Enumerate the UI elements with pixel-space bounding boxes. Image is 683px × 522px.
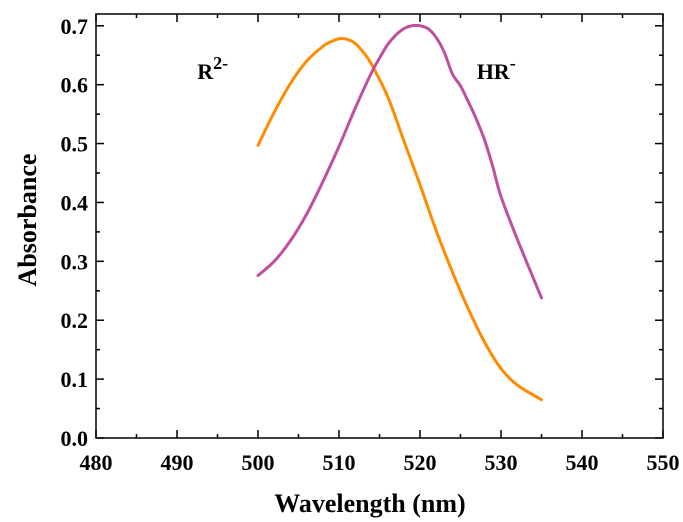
y-tick-labels: 0.0 0.1 0.2 0.3 0.4 0.5 0.6 0.7	[61, 14, 89, 451]
y-tick-label: 0.3	[61, 249, 89, 274]
x-tick-labels: 480 490 500 510 520 530 540 550	[80, 450, 680, 475]
x-tick-label: 490	[161, 450, 194, 475]
series-label: HR-	[477, 53, 516, 84]
series-line	[256, 23, 543, 300]
y-tick-label: 0.7	[61, 14, 89, 39]
x-tick-label: 480	[80, 450, 113, 475]
y-tick-label: 0.6	[61, 73, 89, 98]
y-tick-label: 0.1	[61, 367, 89, 392]
series-label-superscript: 2-	[213, 53, 228, 73]
series-lines	[256, 23, 543, 402]
y-tick-label: 0.2	[61, 308, 89, 333]
x-tick-label: 530	[485, 450, 518, 475]
y-tick-label: 0.0	[61, 426, 89, 451]
series-label: R2-	[197, 53, 228, 84]
x-tick-label: 520	[404, 450, 437, 475]
x-tick-label: 510	[323, 450, 356, 475]
x-axis-title: Wavelength (nm)	[274, 489, 465, 518]
x-tick-label: 540	[566, 450, 599, 475]
series-label-superscript: -	[510, 53, 516, 73]
series-line	[256, 37, 543, 402]
series-labels: R2- HR-	[197, 53, 515, 84]
y-axis-title: Absorbance	[13, 154, 42, 287]
series-label-base: R	[197, 59, 214, 84]
x-tick-label: 500	[242, 450, 275, 475]
y-tick-label: 0.5	[61, 132, 89, 157]
series-label-base: HR	[477, 59, 511, 84]
x-tick-label: 550	[647, 450, 680, 475]
axis-ticks	[95, 14, 664, 439]
y-tick-label: 0.4	[61, 190, 89, 215]
